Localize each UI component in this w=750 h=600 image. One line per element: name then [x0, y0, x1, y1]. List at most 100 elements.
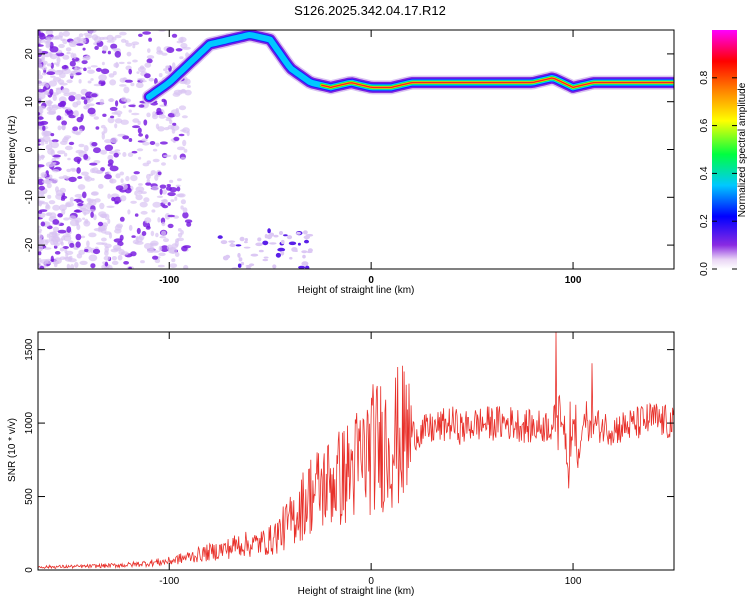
noise-blob [119, 77, 127, 83]
noise-blob [157, 217, 161, 223]
noise-blob [151, 209, 156, 213]
noise-blob [53, 62, 60, 65]
noise-blob [74, 93, 83, 101]
noise-blob [182, 211, 189, 219]
noise-blob [40, 139, 46, 143]
noise-blob [38, 185, 45, 191]
noise-blob [262, 240, 269, 246]
noise-blob [156, 107, 162, 114]
noise-blob [152, 201, 161, 208]
noise-blob [119, 31, 127, 36]
noise-blob [156, 195, 163, 198]
noise-blob [68, 258, 77, 263]
noise-blob [45, 41, 51, 48]
noise-blob [38, 112, 41, 116]
noise-blob [38, 69, 41, 76]
noise-blob [183, 264, 189, 269]
noise-blob [83, 99, 88, 105]
noise-blob [250, 253, 259, 257]
noise-blob [109, 106, 118, 111]
noise-blob [163, 238, 169, 243]
noise-blob [149, 141, 156, 145]
noise-blob [156, 50, 164, 55]
noise-blob [132, 239, 140, 245]
noise-blob [143, 119, 148, 126]
noise-blob [38, 57, 44, 63]
noise-blob [157, 171, 162, 176]
noise-blob [94, 198, 101, 203]
noise-blob [70, 52, 75, 59]
noise-blob [52, 219, 60, 225]
noise-blob [104, 174, 112, 180]
noise-blob [301, 261, 309, 266]
noise-blob [184, 219, 193, 223]
noise-blob [130, 200, 137, 204]
noise-blob [178, 133, 185, 137]
noise-blob [180, 230, 184, 235]
noise-blob [78, 79, 82, 84]
noise-blob [176, 146, 185, 151]
noise-blob [269, 242, 277, 245]
noise-blob [57, 125, 62, 131]
noise-blob [131, 150, 138, 154]
noise-blob [111, 256, 117, 261]
noise-blob [60, 140, 68, 145]
noise-blob [38, 251, 42, 256]
noise-blob [144, 73, 151, 79]
x-tick-label: -100 [159, 275, 179, 286]
noise-blob [107, 154, 114, 161]
noise-blob [142, 141, 150, 146]
noise-blob [264, 234, 268, 239]
noise-blob [101, 68, 110, 75]
noise-blob [66, 226, 72, 233]
noise-blob [45, 203, 50, 209]
noise-blob [68, 95, 76, 102]
noise-blob [42, 60, 48, 65]
noise-blob [39, 265, 45, 269]
spectrogram-heatmap [38, 30, 674, 269]
noise-blob [180, 205, 184, 210]
noise-blob [225, 254, 231, 259]
noise-blob [78, 249, 86, 255]
noise-blob [158, 114, 166, 119]
noise-blob [66, 51, 71, 55]
noise-blob [52, 94, 57, 101]
noise-blob [130, 82, 135, 87]
snr-plot-area [38, 332, 674, 570]
noise-blob [112, 244, 122, 250]
noise-blob [63, 217, 70, 221]
noise-blob [128, 109, 132, 113]
noise-blob [159, 188, 163, 195]
y-tick-label: -20 [24, 237, 35, 252]
noise-blob [65, 47, 72, 52]
noise-blob [81, 96, 86, 100]
noise-blob [177, 228, 182, 232]
noise-blob [118, 61, 125, 65]
noise-blob [51, 141, 59, 149]
noise-blob [114, 228, 122, 234]
noise-blob [138, 133, 144, 137]
noise-blob [177, 178, 182, 182]
noise-blob [138, 104, 145, 108]
noise-blob [166, 47, 175, 53]
noise-blob [141, 231, 147, 236]
noise-blob [88, 30, 97, 34]
noise-blob [302, 254, 306, 259]
noise-blob [38, 262, 42, 268]
noise-blob [182, 207, 188, 214]
noise-blob [75, 233, 82, 241]
noise-blob [114, 201, 119, 205]
noise-blob [134, 213, 139, 217]
noise-blob [101, 237, 107, 242]
noise-blob [45, 179, 51, 185]
noise-blob [68, 176, 77, 183]
noise-blob [50, 75, 56, 78]
noise-blob [138, 156, 142, 160]
noise-blob [38, 210, 43, 214]
noise-blob [144, 243, 152, 250]
noise-blob [38, 225, 41, 229]
noise-blob [165, 65, 171, 69]
noise-blob [94, 36, 102, 43]
